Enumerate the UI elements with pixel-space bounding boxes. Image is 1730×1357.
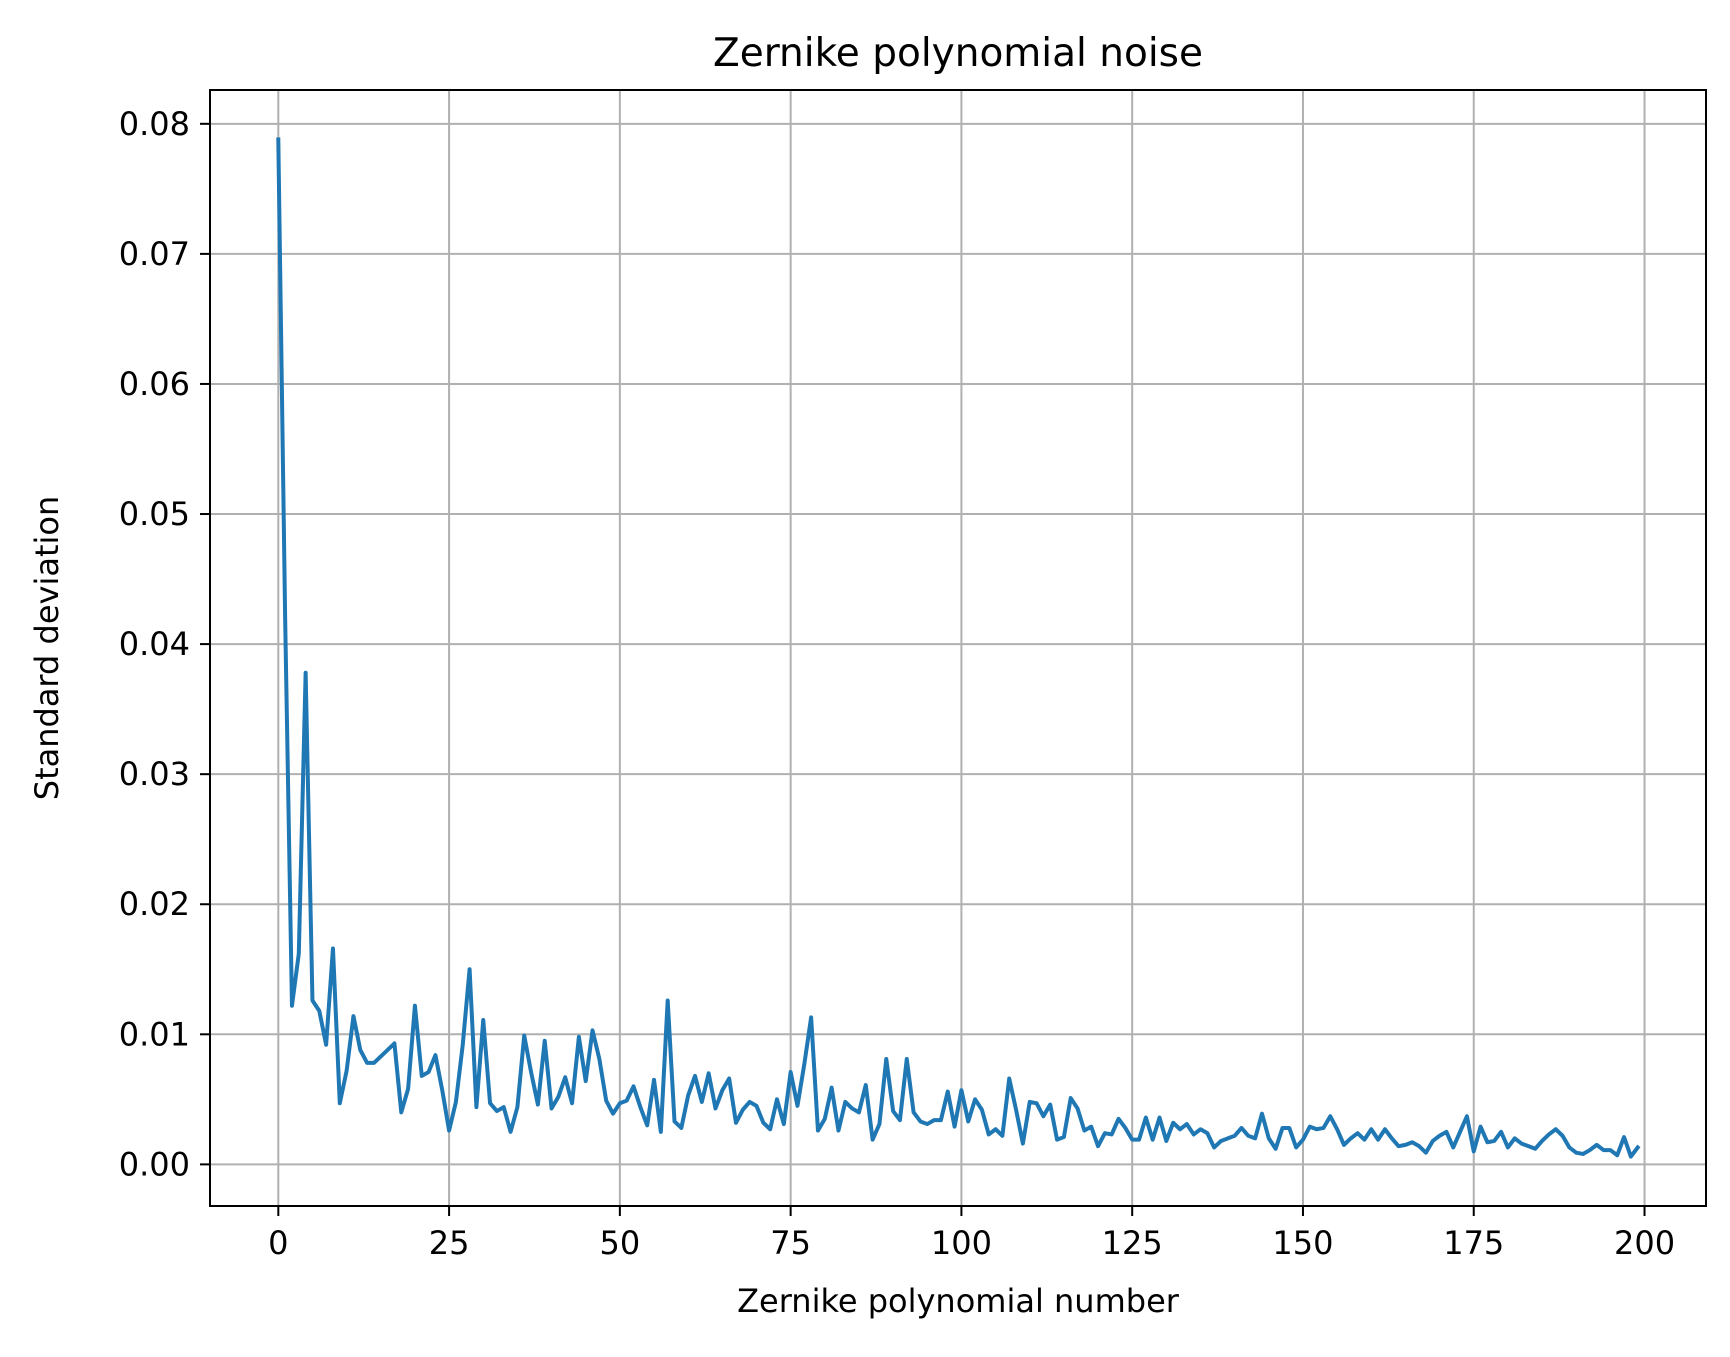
- y-tick-label: 0.06: [119, 365, 190, 403]
- x-tick-label: 150: [1272, 1224, 1333, 1262]
- y-tick-label: 0.07: [119, 235, 190, 273]
- y-tick-label: 0.00: [119, 1145, 190, 1183]
- plot-frame: [209, 89, 1707, 1207]
- chart-title: Zernike polynomial noise: [713, 31, 1203, 76]
- y-tick-label: 0.02: [119, 885, 190, 923]
- x-tick-label: 125: [1102, 1224, 1163, 1262]
- y-tick-label: 0.05: [119, 495, 190, 533]
- y-tick-label: 0.04: [119, 625, 190, 663]
- y-tick-label: 0.08: [119, 105, 190, 143]
- x-tick-label: 200: [1614, 1224, 1675, 1262]
- grid: [210, 90, 1706, 1206]
- x-axis-label: Zernike polynomial number: [737, 1282, 1180, 1320]
- x-tick-label: 75: [770, 1224, 811, 1262]
- y-tick-label: 0.01: [119, 1015, 190, 1053]
- x-tick-label: 0: [268, 1224, 288, 1262]
- y-tick-label: 0.03: [119, 755, 190, 793]
- x-tick-label: 100: [931, 1224, 992, 1262]
- x-tick-label: 175: [1443, 1224, 1504, 1262]
- series: [276, 137, 1641, 1159]
- y-axis-label: Standard deviation: [28, 496, 66, 800]
- ticks: 0 25 50 75 100 125 150 175 200 0.00 0.01 0.02 0.03 0.…: [119, 105, 1675, 1262]
- x-tick-label: 25: [429, 1224, 470, 1262]
- x-tick-label: 50: [600, 1224, 641, 1262]
- series-line: [276, 137, 1641, 1159]
